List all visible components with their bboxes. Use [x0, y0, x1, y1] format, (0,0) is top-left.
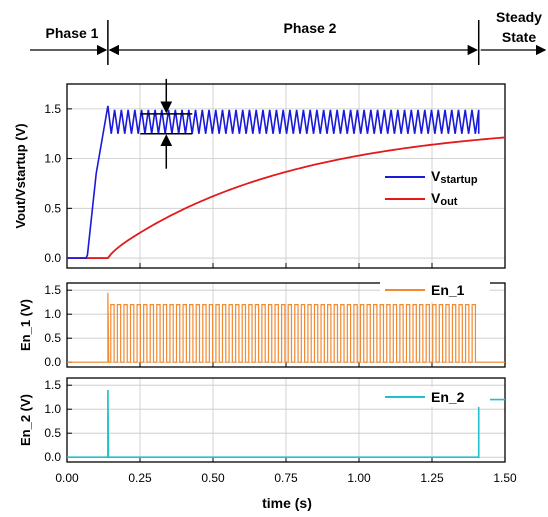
- steady-state-label-line2: State: [502, 29, 536, 45]
- legend-background: [380, 282, 490, 302]
- vout-line: [67, 136, 506, 259]
- x-tick-label: 0.00: [55, 471, 79, 485]
- legend-label: Vout: [431, 190, 458, 208]
- x-axis-label: time (s): [262, 495, 312, 511]
- y-tick-label: 1.5: [44, 283, 61, 297]
- y-tick-label: 0.0: [44, 355, 61, 369]
- y-axis-label: Vout/Vstartup (V): [13, 123, 28, 228]
- x-tick-label: 0.75: [274, 471, 298, 485]
- legend-background: [380, 387, 490, 407]
- phase-header: Phase 1 Phase 2 Steady State: [30, 9, 547, 65]
- ripple-annotation: [140, 78, 193, 169]
- steady-state-label-line1: Steady: [496, 9, 542, 25]
- legend-label: En_1: [431, 282, 465, 298]
- y-tick-label: 0.5: [44, 331, 61, 345]
- x-tick-label: 0.25: [128, 471, 152, 485]
- panel-en1: 0.0 0.5 1.0 1.5 En_1 (V) En_1: [18, 282, 506, 369]
- x-tick-label: 1.50: [493, 471, 517, 485]
- y-tick-label: 1.0: [44, 402, 61, 416]
- legend-top: Vstartup Vout: [385, 168, 478, 208]
- y-tick-label: 0.0: [44, 251, 61, 265]
- phase-2-label: Phase 2: [284, 20, 337, 36]
- y-tick-label: 0.0: [44, 450, 61, 464]
- x-tick-label: 0.50: [201, 471, 225, 485]
- x-tick-label: 1.25: [420, 471, 444, 485]
- legend-en2: En_2: [380, 387, 490, 407]
- y-tick-label: 1.5: [44, 378, 61, 392]
- legend-label: Vstartup: [431, 168, 478, 186]
- panel-vout-vstartup: 0.0 0.5 1.0 1.5 Vout/Vstartup (V) Vstartup Vou…: [13, 78, 506, 269]
- vstartup-line: [67, 105, 480, 259]
- y-tick-label: 0.5: [44, 201, 61, 215]
- y-tick-label: 1.5: [44, 102, 61, 116]
- y-axis-label: En_2 (V): [18, 394, 33, 446]
- y-tick-label: 1.0: [44, 152, 61, 166]
- legend-en1: En_1: [380, 282, 490, 302]
- y-axis-label: En_1 (V): [18, 299, 33, 351]
- phase-arrows: [30, 20, 547, 65]
- phase-1-label: Phase 1: [46, 25, 99, 41]
- legend-label-sub: startup: [440, 174, 478, 186]
- x-tick-label: 1.00: [347, 471, 371, 485]
- legend-label-sub: out: [440, 196, 457, 208]
- y-tick-label: 0.5: [44, 426, 61, 440]
- legend-label: En_2: [431, 389, 465, 405]
- y-tick-label: 1.0: [44, 307, 61, 321]
- en1-line: [67, 292, 505, 363]
- panel-en2: 0.0 0.5 1.0 1.5 En_2 (V) 0.00 0.25 0.50 0.75 1.00…: [18, 377, 517, 485]
